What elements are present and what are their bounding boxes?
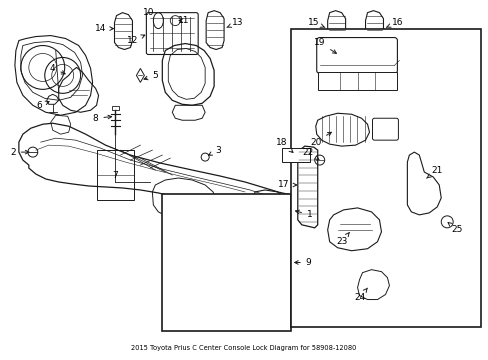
Text: 20: 20 [309,132,331,147]
Text: 21: 21 [426,166,442,178]
Bar [96,150,134,200]
Bar [290,30,480,327]
Text: 2015 Toyota Prius C Center Console Lock Diagram for 58908-12080: 2015 Toyota Prius C Center Console Lock … [131,345,356,351]
Text: 3: 3 [208,145,221,155]
Text: 18: 18 [276,138,292,153]
Text: 24: 24 [353,288,366,302]
Text: 1: 1 [295,210,312,219]
Text: 9: 9 [294,258,311,267]
FancyBboxPatch shape [372,118,398,140]
Text: 12: 12 [126,35,144,45]
Bar [317,72,397,90]
Text: 16: 16 [386,18,402,27]
Text: 11: 11 [177,16,188,25]
Text: 2: 2 [10,148,29,157]
Text: 7: 7 [112,171,118,180]
Text: 13: 13 [226,18,244,27]
Text: 10: 10 [142,8,154,17]
Text: 5: 5 [144,71,158,80]
Text: 19: 19 [313,38,336,53]
Bar [162,194,290,330]
FancyBboxPatch shape [316,37,397,73]
Text: 25: 25 [447,222,462,234]
Text: 14: 14 [95,24,113,33]
Text: 15: 15 [307,18,324,27]
Text: 23: 23 [335,232,349,246]
Text: 4: 4 [50,64,65,74]
Bar [281,148,309,162]
Text: 6: 6 [36,101,49,110]
FancyBboxPatch shape [146,13,198,54]
Text: 17: 17 [278,180,296,189]
Text: 8: 8 [93,114,111,123]
Text: 22: 22 [302,148,318,159]
